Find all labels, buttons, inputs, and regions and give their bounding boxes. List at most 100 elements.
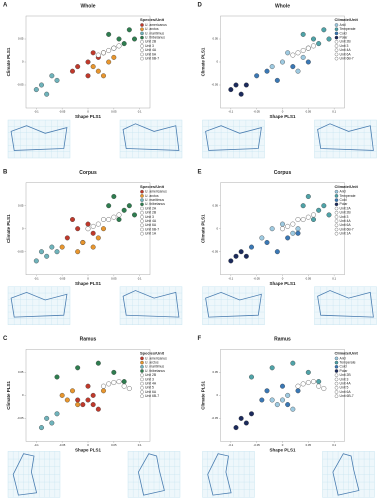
- point: [90, 64, 96, 70]
- x-tick-label: -0.05: [59, 276, 66, 280]
- point: [33, 87, 39, 93]
- x-tick-label: 0: [282, 443, 284, 447]
- legend-label: Arid: [340, 190, 346, 194]
- legend-marker: [334, 194, 339, 198]
- point: [49, 73, 55, 79]
- legend-label: Cold: [340, 198, 347, 202]
- legend-label: Unit 2B: [340, 211, 352, 215]
- legend-label: Unit 6A: [340, 52, 352, 56]
- legend-label: Unit 3: [340, 44, 349, 48]
- legend-label: Unit 3: [145, 377, 154, 381]
- legend-marker: [334, 377, 339, 382]
- legend-label: Unit 4A: [145, 381, 157, 385]
- legend-label: U. maritimus: [145, 365, 164, 369]
- legend-title: Climate/Unit: [335, 17, 359, 22]
- legend-label: Cold: [340, 365, 347, 369]
- x-tick-label: -0.1: [34, 443, 39, 447]
- point: [126, 203, 132, 209]
- legend-label: Unit 4A: [145, 219, 157, 223]
- y-tick-label: 0: [22, 60, 24, 64]
- legend-label: Arid: [340, 23, 346, 27]
- point: [238, 91, 244, 97]
- legend-marker: [140, 365, 144, 369]
- point: [101, 388, 106, 394]
- legend-marker: [140, 231, 144, 236]
- y-axis-label: Climate PLS1: [6, 47, 11, 76]
- point: [80, 240, 86, 245]
- point: [54, 374, 60, 380]
- point: [90, 392, 96, 398]
- point: [85, 73, 91, 79]
- x-axis-label: Shape PLS1: [269, 114, 296, 119]
- point: [49, 420, 55, 426]
- point: [300, 381, 306, 387]
- legend-marker: [334, 394, 339, 398]
- point: [300, 54, 306, 60]
- point: [280, 221, 285, 227]
- point: [321, 203, 327, 209]
- point: [243, 253, 249, 259]
- point: [85, 221, 91, 227]
- legend-marker: [140, 215, 144, 219]
- point: [300, 31, 306, 37]
- legend-label: Unit 6A: [145, 390, 157, 394]
- legend-marker: [140, 44, 144, 48]
- y-tick-label: -0.05: [17, 249, 24, 253]
- x-tick-label: 0.1: [138, 276, 142, 280]
- point: [85, 397, 91, 403]
- shape-outline: [332, 453, 360, 496]
- point: [285, 392, 291, 398]
- legend-label: Unit 2A: [340, 206, 352, 210]
- panel-letter: F: [198, 336, 202, 342]
- point: [285, 50, 291, 56]
- panel-title: Corpus: [79, 170, 97, 176]
- point: [44, 415, 50, 421]
- point: [290, 360, 296, 366]
- x-tick-label: 0.05: [306, 110, 312, 114]
- legend-label: Unit 6B-7: [145, 227, 159, 231]
- point: [285, 235, 291, 241]
- y-tick-label: 0: [216, 60, 218, 64]
- plot-frame: [25, 349, 151, 442]
- legend-label: Unit 6B-7: [145, 394, 159, 398]
- point: [70, 217, 75, 222]
- legend-label: Polar: [340, 35, 349, 39]
- legend-label: Unit 6A: [145, 223, 157, 227]
- point: [70, 68, 75, 74]
- point: [90, 50, 96, 56]
- point: [106, 203, 112, 209]
- legend-marker: [140, 394, 144, 398]
- point: [259, 235, 265, 241]
- panel-title: Ramus: [80, 337, 97, 343]
- y-axis-label: Climate PLS1: [201, 47, 206, 76]
- legend-label: Unit 1A: [340, 232, 352, 236]
- point: [44, 91, 50, 97]
- point: [132, 36, 137, 42]
- point: [269, 64, 275, 70]
- point: [116, 217, 122, 222]
- point: [90, 244, 96, 250]
- shape-outline: [122, 123, 180, 151]
- panel-letter: B: [3, 169, 8, 175]
- point: [64, 397, 70, 403]
- legend-label: Unit 6A: [340, 223, 352, 227]
- legend-marker: [334, 386, 339, 390]
- legend-marker: [334, 35, 339, 40]
- shape-outline: [317, 290, 374, 318]
- legend-label: U. thibetanus: [145, 35, 165, 39]
- legend-marker: [140, 219, 144, 223]
- x-axis-label: Shape PLS1: [75, 114, 102, 119]
- point: [75, 365, 81, 371]
- legend-marker: [334, 206, 339, 211]
- legend-label: Unit 4A: [340, 48, 352, 52]
- point: [111, 380, 117, 385]
- legend-label: Unit 2B: [145, 40, 157, 44]
- x-axis-label: Shape PLS1: [75, 281, 102, 286]
- legend-label: Unit 1A: [145, 232, 157, 236]
- point: [85, 226, 91, 232]
- point: [305, 194, 311, 199]
- legend-label: Unit 2B: [340, 40, 352, 44]
- panel-letter: E: [198, 169, 202, 175]
- point: [316, 207, 322, 213]
- legend-label: U. americanus: [145, 190, 167, 194]
